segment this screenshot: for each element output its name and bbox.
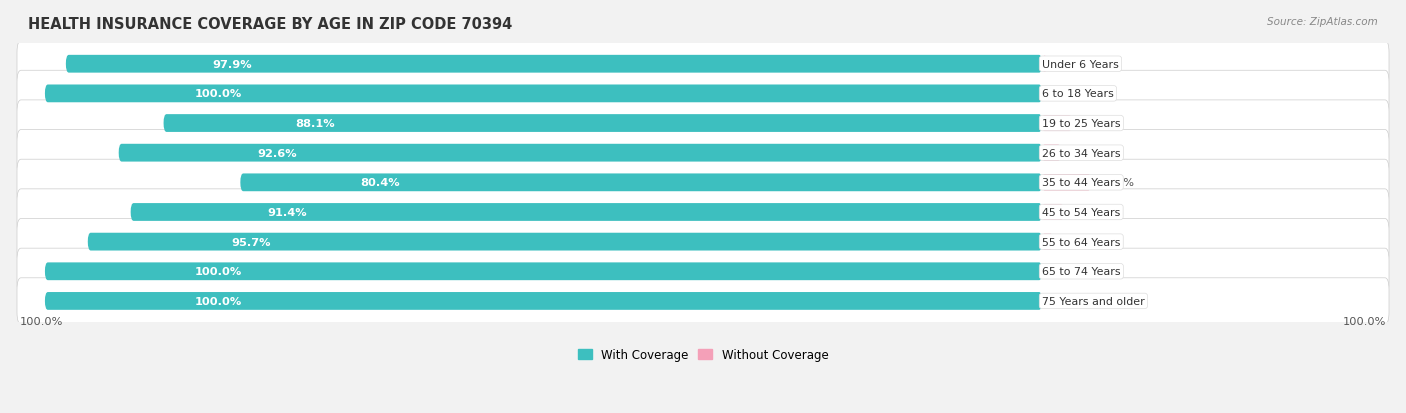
FancyBboxPatch shape <box>17 160 1389 206</box>
Legend: With Coverage, Without Coverage: With Coverage, Without Coverage <box>572 344 834 366</box>
Text: 65 to 74 Years: 65 to 74 Years <box>1042 267 1121 277</box>
Text: 55 to 64 Years: 55 to 64 Years <box>1042 237 1121 247</box>
FancyBboxPatch shape <box>17 249 1389 295</box>
FancyBboxPatch shape <box>240 174 1042 192</box>
Text: Source: ZipAtlas.com: Source: ZipAtlas.com <box>1267 17 1378 26</box>
FancyBboxPatch shape <box>1042 145 1060 161</box>
Text: 19 to 25 Years: 19 to 25 Years <box>1042 119 1121 129</box>
Text: 97.9%: 97.9% <box>212 59 252 69</box>
FancyBboxPatch shape <box>45 292 1042 310</box>
Text: 100.0%: 100.0% <box>194 267 242 277</box>
FancyBboxPatch shape <box>87 233 1042 251</box>
Text: 0.0%: 0.0% <box>1050 296 1078 306</box>
FancyBboxPatch shape <box>17 190 1389 235</box>
FancyBboxPatch shape <box>118 145 1042 162</box>
FancyBboxPatch shape <box>1042 116 1071 132</box>
FancyBboxPatch shape <box>45 85 1042 103</box>
FancyBboxPatch shape <box>17 278 1389 324</box>
Text: 4.3%: 4.3% <box>1060 237 1090 247</box>
Text: 11.9%: 11.9% <box>1080 119 1116 129</box>
FancyBboxPatch shape <box>163 115 1042 133</box>
FancyBboxPatch shape <box>17 42 1389 88</box>
Text: 26 to 34 Years: 26 to 34 Years <box>1042 148 1121 158</box>
Text: 0.0%: 0.0% <box>1050 267 1078 277</box>
FancyBboxPatch shape <box>1042 234 1053 250</box>
FancyBboxPatch shape <box>1042 57 1047 73</box>
FancyBboxPatch shape <box>17 101 1389 147</box>
FancyBboxPatch shape <box>1042 204 1063 221</box>
Text: 88.1%: 88.1% <box>295 119 335 129</box>
Text: 7.5%: 7.5% <box>1069 148 1098 158</box>
FancyBboxPatch shape <box>66 56 1042 74</box>
Text: 8.6%: 8.6% <box>1071 207 1099 218</box>
FancyBboxPatch shape <box>17 130 1389 176</box>
Text: 2.1%: 2.1% <box>1056 59 1084 69</box>
Text: 0.0%: 0.0% <box>1050 89 1078 99</box>
Text: Under 6 Years: Under 6 Years <box>1042 59 1119 69</box>
Text: 100.0%: 100.0% <box>194 89 242 99</box>
Text: 91.4%: 91.4% <box>267 207 307 218</box>
Text: 100.0%: 100.0% <box>194 296 242 306</box>
Text: 19.6%: 19.6% <box>1099 178 1135 188</box>
FancyBboxPatch shape <box>17 71 1389 117</box>
Text: 100.0%: 100.0% <box>1343 316 1386 326</box>
Text: 45 to 54 Years: 45 to 54 Years <box>1042 207 1121 218</box>
Text: 100.0%: 100.0% <box>20 316 63 326</box>
FancyBboxPatch shape <box>131 204 1042 221</box>
Text: 92.6%: 92.6% <box>257 148 297 158</box>
FancyBboxPatch shape <box>17 219 1389 265</box>
FancyBboxPatch shape <box>45 263 1042 280</box>
Text: 35 to 44 Years: 35 to 44 Years <box>1042 178 1121 188</box>
Text: HEALTH INSURANCE COVERAGE BY AGE IN ZIP CODE 70394: HEALTH INSURANCE COVERAGE BY AGE IN ZIP … <box>28 17 512 31</box>
Text: 75 Years and older: 75 Years and older <box>1042 296 1144 306</box>
Text: 6 to 18 Years: 6 to 18 Years <box>1042 89 1114 99</box>
FancyBboxPatch shape <box>1042 175 1091 191</box>
Text: 80.4%: 80.4% <box>360 178 401 188</box>
Text: 95.7%: 95.7% <box>231 237 270 247</box>
